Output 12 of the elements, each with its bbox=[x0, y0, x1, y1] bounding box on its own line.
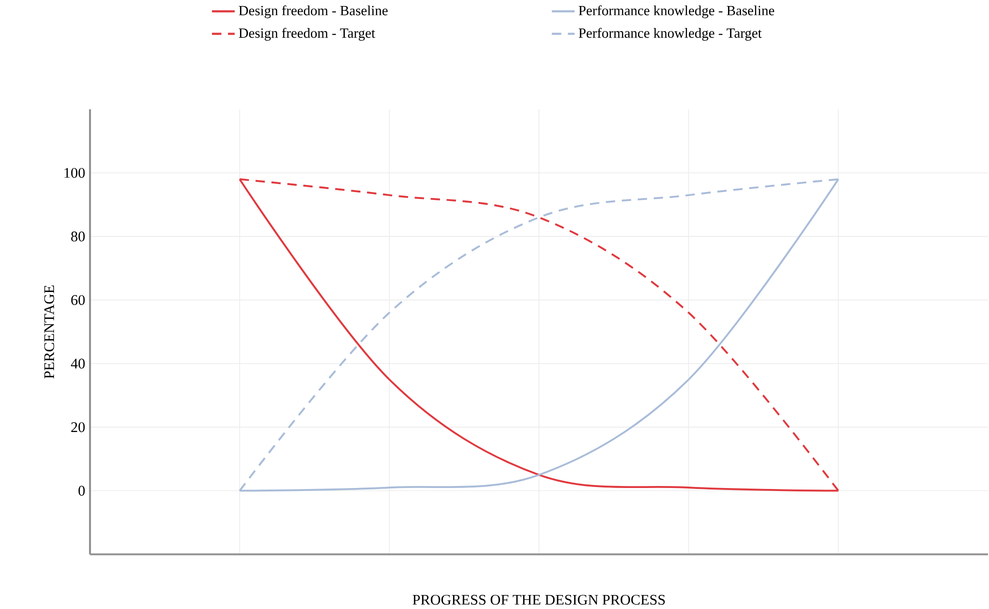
y-tick-label: 100 bbox=[64, 168, 85, 178]
y-tick-label: 60 bbox=[71, 295, 85, 305]
y-tick-label: 40 bbox=[70, 358, 85, 368]
legend-label: Performance knowledge - Target bbox=[578, 28, 762, 41]
y-tick-label: 0 bbox=[78, 486, 85, 496]
x-axis-title: PROGRESS OF THE DESIGN PROCESS bbox=[412, 594, 665, 605]
legend-label: Design freedom - Baseline bbox=[238, 5, 388, 18]
legend-label: Performance knowledge - Baseline bbox=[578, 5, 774, 18]
y-axis-title: PERCENTAGE bbox=[44, 285, 54, 378]
y-tick-label: 80 bbox=[71, 231, 85, 242]
legend-label: Design freedom - Target bbox=[238, 28, 376, 41]
y-tick-label: 20 bbox=[71, 422, 85, 432]
